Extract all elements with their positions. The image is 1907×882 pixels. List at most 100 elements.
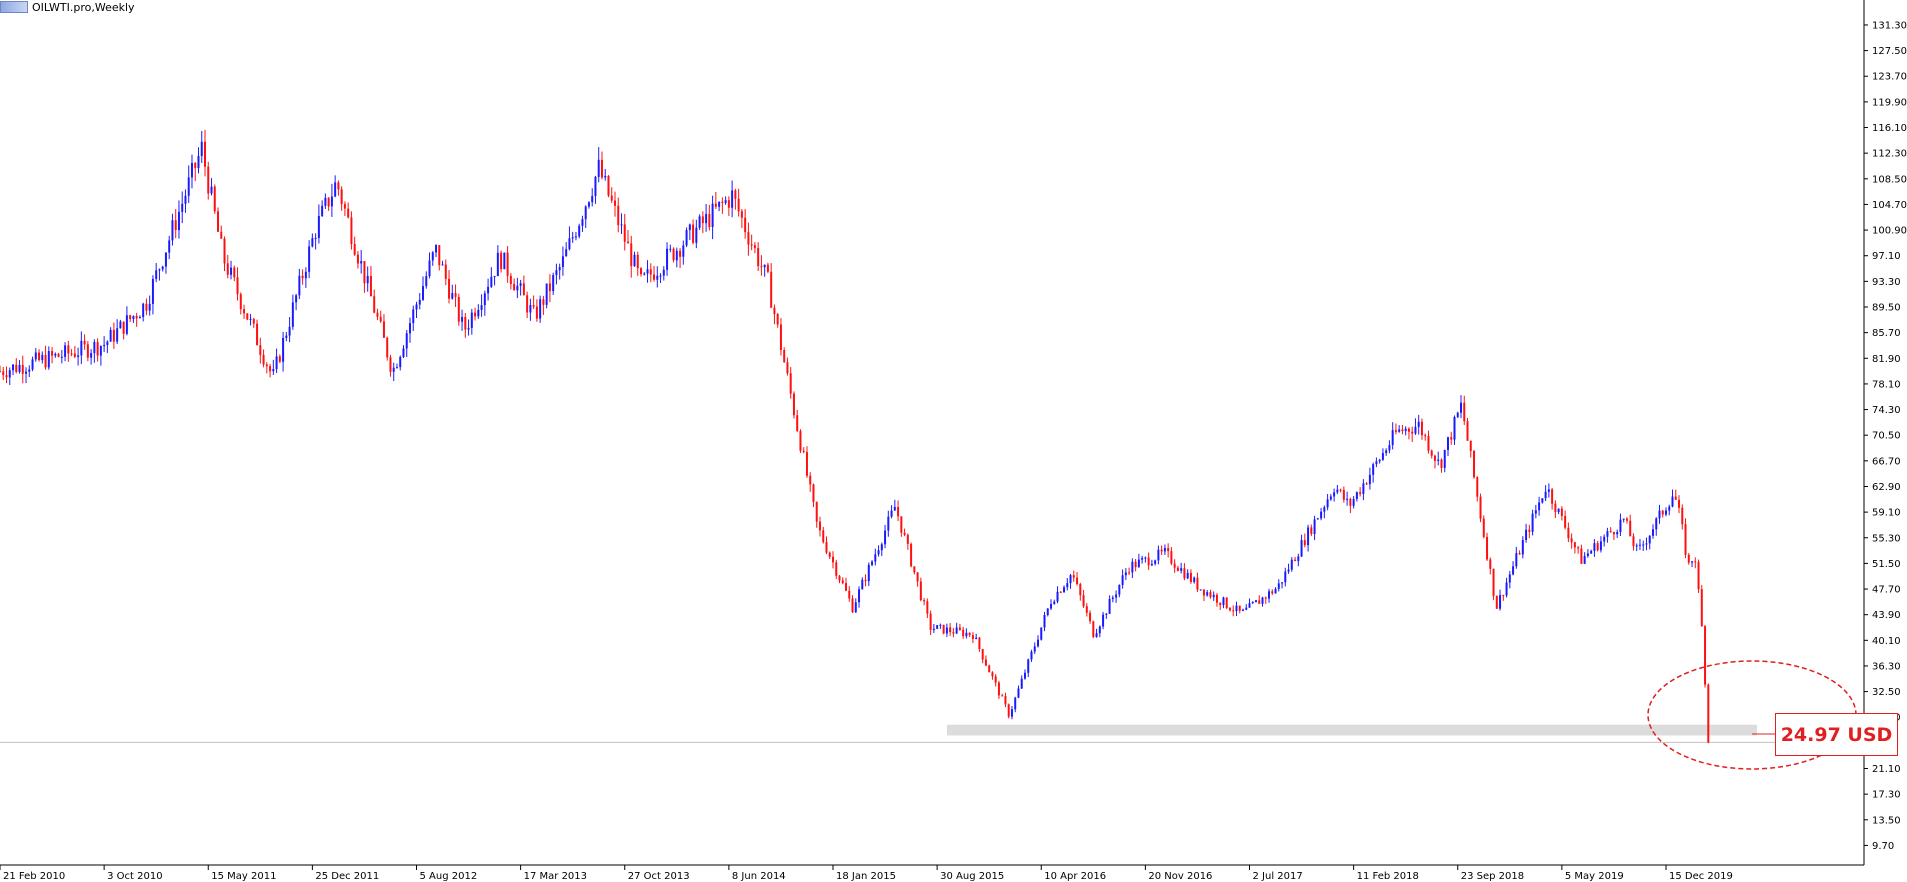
candle-body xyxy=(54,353,57,356)
candle-body xyxy=(877,550,880,555)
candle-body xyxy=(776,314,779,325)
candle-body xyxy=(1684,524,1687,555)
candle-body xyxy=(936,625,939,629)
candle-body xyxy=(1069,575,1072,584)
candle-body xyxy=(991,672,994,677)
candle-body xyxy=(239,294,242,310)
candle-body xyxy=(1362,483,1365,494)
candle-body xyxy=(1180,568,1183,571)
candle-body xyxy=(1349,498,1352,506)
candle-body xyxy=(558,267,561,271)
candle-body xyxy=(753,245,756,248)
candle-body xyxy=(158,269,161,271)
candle-body xyxy=(1707,684,1710,743)
candle-body xyxy=(747,232,750,245)
candle-body xyxy=(809,475,812,485)
candle-body xyxy=(672,248,675,261)
candle-body xyxy=(783,350,786,363)
candle-body xyxy=(337,182,340,190)
candle-body xyxy=(1196,577,1199,590)
candle-body xyxy=(1010,709,1013,717)
candle-body xyxy=(900,516,903,533)
candle-body xyxy=(249,318,252,320)
candle-body xyxy=(203,141,206,167)
candle-body xyxy=(949,627,952,633)
candle-body xyxy=(578,225,581,237)
candle-body xyxy=(0,371,1,373)
y-tick-label: 36.30 xyxy=(1872,661,1901,672)
candle-body xyxy=(1632,536,1635,547)
candle-body xyxy=(555,270,558,276)
candle-body xyxy=(1479,496,1482,519)
candle-body xyxy=(542,299,545,305)
candle-body xyxy=(171,220,174,241)
candle-body xyxy=(1580,548,1583,564)
candle-body xyxy=(770,271,773,308)
candle-body xyxy=(828,552,831,557)
candle-body xyxy=(984,659,987,666)
candle-body xyxy=(379,316,382,322)
candle-body xyxy=(903,532,906,535)
candle-body xyxy=(1378,459,1381,462)
candle-body xyxy=(155,270,158,279)
candle-body xyxy=(695,227,698,243)
candle-body xyxy=(125,315,128,334)
candle-body xyxy=(1248,603,1251,608)
candle-body xyxy=(1499,595,1502,609)
candle-body xyxy=(1437,459,1440,461)
y-tick-label: 40.10 xyxy=(1872,636,1901,647)
candle-body xyxy=(454,293,457,297)
y-tick-label: 66.70 xyxy=(1872,456,1901,467)
candle-body xyxy=(103,344,106,347)
candle-body xyxy=(1453,417,1456,440)
candle-body xyxy=(1167,547,1170,552)
candle-body xyxy=(763,264,766,268)
candle-body xyxy=(1287,569,1290,572)
candle-body xyxy=(1043,614,1046,628)
candle-body xyxy=(1625,518,1628,521)
candle-body xyxy=(613,200,616,206)
candle-body xyxy=(1154,560,1157,564)
candle-body xyxy=(1352,498,1355,506)
candle-body xyxy=(64,345,67,357)
candle-body xyxy=(861,579,864,590)
candle-body xyxy=(848,590,851,599)
candle-body xyxy=(288,326,291,336)
candle-body xyxy=(932,628,935,631)
candle-body xyxy=(1531,513,1534,532)
x-tick-label: 2 Jul 2017 xyxy=(1253,871,1303,882)
candle-body xyxy=(314,237,317,239)
candle-body xyxy=(1264,597,1267,599)
candle-body xyxy=(926,601,929,614)
y-tick-label: 112.30 xyxy=(1872,149,1907,160)
candle-body xyxy=(483,293,486,306)
candle-body xyxy=(15,364,18,372)
candle-body xyxy=(1388,445,1391,451)
candle-body xyxy=(714,203,717,207)
candle-body xyxy=(301,275,304,279)
candle-body xyxy=(600,159,603,178)
candle-body xyxy=(1219,602,1222,606)
candle-body xyxy=(1407,428,1410,432)
candle-body xyxy=(220,231,223,239)
candle-body xyxy=(565,249,568,257)
candle-body xyxy=(317,215,320,238)
candle-body xyxy=(1209,592,1212,598)
candle-body xyxy=(1629,520,1632,537)
candle-body xyxy=(835,562,838,576)
candle-body xyxy=(1492,568,1495,596)
candle-body xyxy=(1469,440,1472,451)
candle-body xyxy=(1176,567,1179,571)
candle-body xyxy=(812,484,815,502)
y-tick-label: 108.50 xyxy=(1872,174,1907,185)
candle-body xyxy=(750,244,753,246)
candle-body xyxy=(399,356,402,368)
candle-body xyxy=(766,264,769,272)
candle-body xyxy=(1642,544,1645,546)
candle-body xyxy=(1215,594,1218,603)
candle-body xyxy=(1131,561,1134,573)
candle-body xyxy=(230,267,233,275)
candle-body xyxy=(330,196,333,207)
candle-body xyxy=(31,359,34,370)
